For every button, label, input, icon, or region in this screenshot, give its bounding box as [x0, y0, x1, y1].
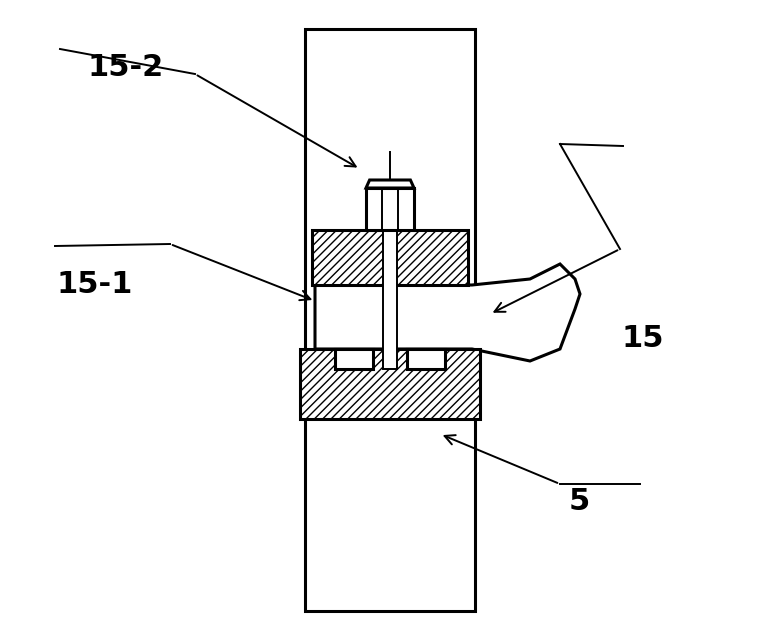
Bar: [383, 230, 397, 369]
Text: 15: 15: [622, 324, 664, 353]
Bar: [300, 349, 480, 419]
Bar: [312, 230, 468, 285]
Bar: [335, 349, 373, 369]
Polygon shape: [315, 264, 580, 361]
Text: 15-2: 15-2: [87, 52, 164, 82]
Text: 15-1: 15-1: [57, 270, 133, 299]
Text: 5: 5: [568, 487, 590, 516]
Polygon shape: [366, 180, 414, 188]
Bar: [305, 29, 475, 611]
Bar: [407, 349, 445, 369]
Bar: [366, 188, 414, 230]
